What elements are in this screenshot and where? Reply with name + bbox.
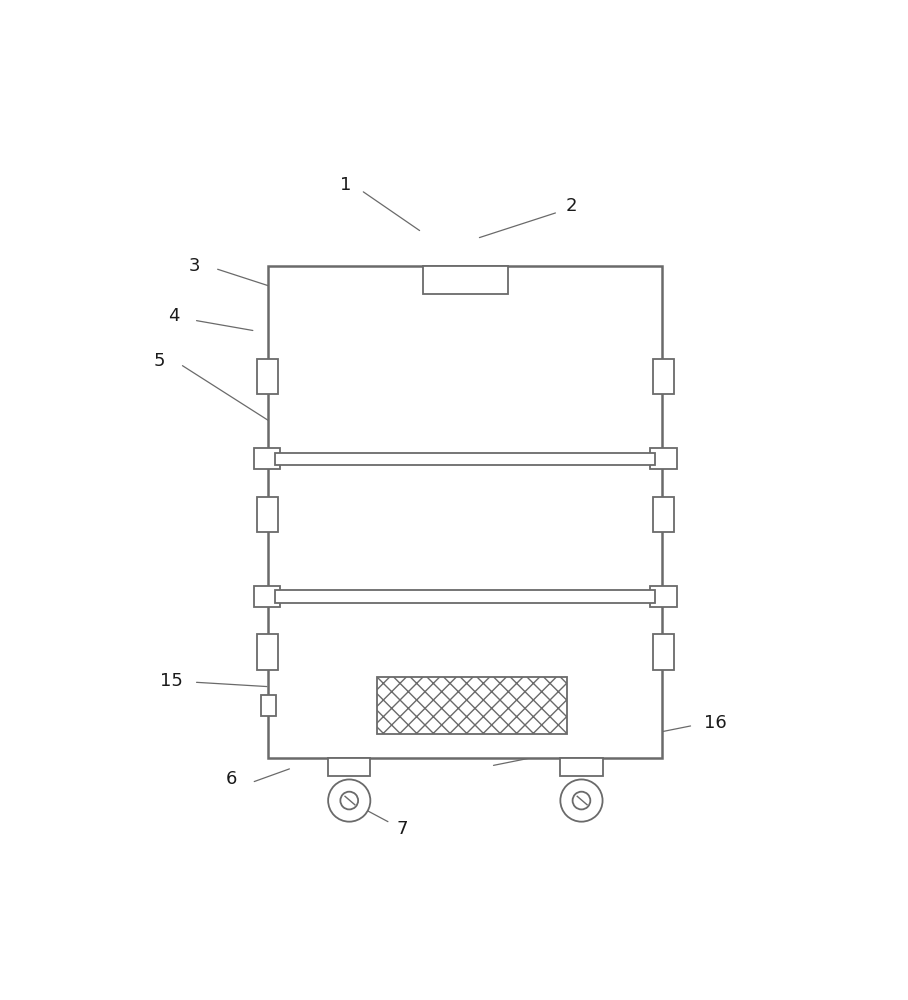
- Bar: [653, 497, 674, 532]
- Bar: [269, 266, 663, 758]
- Bar: [378, 677, 568, 734]
- Text: 1: 1: [340, 176, 351, 194]
- Circle shape: [340, 792, 358, 809]
- Bar: [261, 695, 276, 716]
- Text: 16: 16: [704, 714, 726, 732]
- Bar: [653, 359, 674, 394]
- Text: 5: 5: [153, 352, 165, 370]
- Bar: [257, 497, 278, 532]
- Circle shape: [573, 792, 590, 809]
- Bar: [423, 266, 508, 294]
- Bar: [257, 359, 278, 394]
- Text: 3: 3: [189, 257, 200, 275]
- Text: 4: 4: [168, 307, 179, 325]
- Bar: [253, 586, 281, 607]
- Text: 7: 7: [396, 820, 408, 838]
- Circle shape: [328, 779, 370, 822]
- Text: 6: 6: [226, 770, 237, 788]
- Bar: [653, 634, 674, 670]
- Bar: [650, 448, 677, 469]
- Text: 2: 2: [565, 197, 577, 215]
- Bar: [560, 758, 603, 776]
- Bar: [275, 590, 656, 603]
- Text: 15: 15: [160, 672, 183, 690]
- Bar: [275, 453, 656, 465]
- Bar: [257, 634, 278, 670]
- Bar: [253, 448, 281, 469]
- Bar: [328, 758, 370, 776]
- Circle shape: [560, 779, 603, 822]
- Bar: [650, 586, 677, 607]
